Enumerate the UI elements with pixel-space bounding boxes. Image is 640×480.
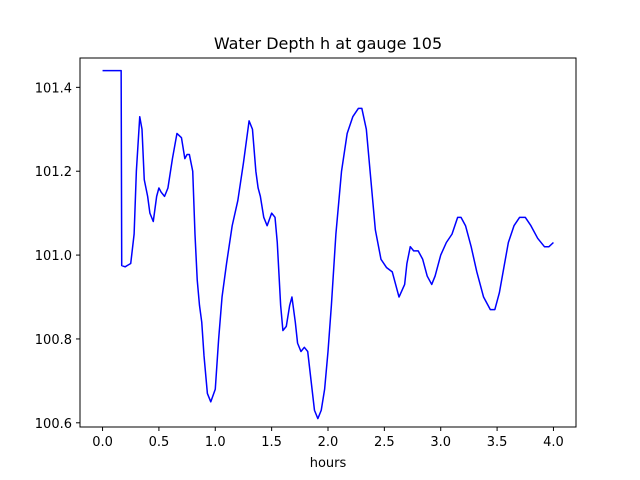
y-tick-label: 100.6 bbox=[35, 417, 72, 432]
x-tick-label: 2.0 bbox=[318, 435, 339, 450]
series-line bbox=[102, 69, 554, 420]
plot-frame bbox=[79, 57, 577, 428]
x-tick-label: 3.0 bbox=[430, 435, 451, 450]
y-tick-label: 101.2 bbox=[35, 165, 72, 180]
x-axis-label: hours bbox=[310, 456, 347, 471]
x-tick-label: 2.5 bbox=[374, 435, 395, 450]
x-tick-label: 0.0 bbox=[92, 435, 113, 450]
x-tick-label: 0.5 bbox=[149, 435, 170, 450]
y-tick-label: 100.8 bbox=[35, 333, 72, 348]
y-tick-label: 101.0 bbox=[35, 249, 72, 264]
y-tick-label: 101.4 bbox=[35, 81, 72, 96]
plot-area bbox=[80, 58, 576, 427]
x-tick-label: 1.0 bbox=[205, 435, 226, 450]
y-axis-ticks: 100.6 100.8 101.0 101.2 101.4 bbox=[35, 81, 80, 432]
x-tick-label: 1.5 bbox=[261, 435, 282, 450]
chart-title: Water Depth h at gauge 105 bbox=[214, 34, 442, 53]
x-tick-label: 3.5 bbox=[487, 435, 508, 450]
x-axis-ticks: 0.0 0.5 1.0 1.5 2.0 2.5 3.0 3.5 4.0 bbox=[92, 427, 564, 450]
x-tick-label: 4.0 bbox=[543, 435, 564, 450]
